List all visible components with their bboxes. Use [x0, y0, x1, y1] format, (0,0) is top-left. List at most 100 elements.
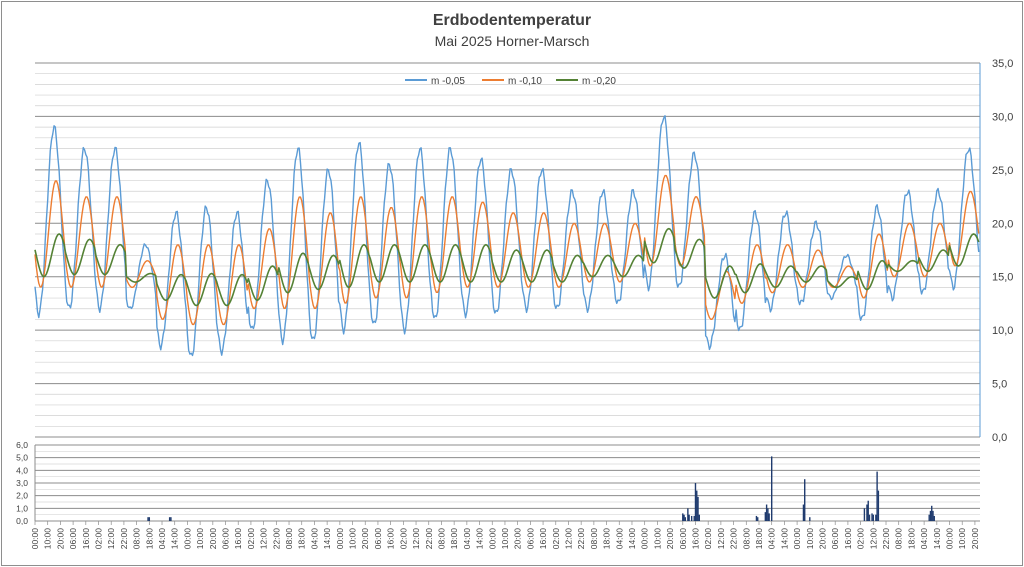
x-tick-label: 20:00 — [513, 528, 523, 550]
x-tick-label: 18:00 — [144, 528, 154, 550]
x-tick-label: 14:00 — [627, 528, 637, 550]
legend: m -0,05 m -0,10 m -0,20 — [405, 76, 616, 87]
x-tick-label: 06:00 — [68, 528, 78, 550]
x-tick-label: 02:00 — [94, 528, 104, 550]
x-tick-label: 08:00 — [741, 528, 751, 550]
x-tick-label: 16:00 — [690, 528, 700, 550]
lower-y-tick-label: 3,0 — [16, 478, 28, 488]
lower-y-tick-label: 5,0 — [16, 453, 28, 463]
x-tick-label: 04:00 — [767, 528, 777, 550]
x-tick-label: 02:00 — [551, 528, 561, 550]
x-tick-label: 14:00 — [170, 528, 180, 550]
x-tick-label: 06:00 — [221, 528, 231, 550]
x-tick-label: 08:00 — [132, 528, 142, 550]
x-tick-label: 22:00 — [271, 528, 281, 550]
series-line-m-0-20 — [34, 227, 980, 307]
precip-bar — [148, 517, 151, 521]
upper-y-tick-label: 25,0 — [992, 165, 1013, 177]
x-tick-label: 00:00 — [487, 528, 497, 550]
lower-y-tick-label: 1,0 — [16, 503, 28, 513]
x-tick-label: 12:00 — [259, 528, 269, 550]
x-tick-label: 06:00 — [830, 528, 840, 550]
precip-bar — [866, 504, 868, 521]
precip-bar — [768, 513, 770, 521]
legend-label: m -0,10 — [508, 76, 542, 87]
upper-y-tick-label: 30,0 — [992, 111, 1013, 123]
precip-bar — [931, 505, 933, 521]
x-tick-label: 04:00 — [919, 528, 929, 550]
precip-bar — [933, 515, 935, 521]
precip-bar — [802, 504, 805, 521]
x-tick-label: 02:00 — [703, 528, 713, 550]
x-tick-label: 20:00 — [208, 528, 218, 550]
series-line-m-0-10 — [34, 174, 980, 326]
x-tick-label: 14:00 — [932, 528, 942, 550]
upper-y-tick-label: 35,0 — [992, 58, 1013, 70]
x-tick-label: 14:00 — [322, 528, 332, 550]
x-tick-label: 00:00 — [182, 528, 192, 550]
precip-bar — [694, 483, 697, 521]
x-tick-label: 18:00 — [602, 528, 612, 550]
precip-bar — [698, 514, 700, 521]
upper-y-tick-label: 20,0 — [992, 218, 1013, 230]
precip-bar — [871, 513, 873, 521]
x-tick-label: 14:00 — [475, 528, 485, 550]
precip-bar — [696, 490, 698, 521]
upper-y-tick-label: 5,0 — [992, 379, 1007, 391]
x-tick-label: 08:00 — [894, 528, 904, 550]
x-tick-label: 02:00 — [398, 528, 408, 550]
precip-bar — [767, 508, 769, 521]
precip-bar — [928, 514, 930, 521]
precip-bar — [929, 510, 932, 521]
precip-bar — [687, 508, 689, 521]
x-tick-label: 12:00 — [563, 528, 573, 550]
lower-y-tick-label: 0,0 — [16, 516, 28, 526]
precip-bar — [764, 512, 767, 521]
x-tick-label: 10:00 — [500, 528, 510, 550]
x-tick-label: 10:00 — [652, 528, 662, 550]
x-tick-label: 02:00 — [246, 528, 256, 550]
precip-bar — [765, 504, 768, 521]
precip-bar — [170, 517, 172, 521]
precip-bar — [684, 517, 687, 521]
precip-bar — [932, 510, 934, 521]
x-tick-label: 14:00 — [779, 528, 789, 550]
x-tick-label: 20:00 — [970, 528, 980, 550]
x-tick-label: 18:00 — [297, 528, 307, 550]
x-tick-label: 16:00 — [233, 528, 243, 550]
x-tick-label: 20:00 — [360, 528, 370, 550]
x-tick-label: 12:00 — [411, 528, 421, 550]
x-tick-label: 08:00 — [284, 528, 294, 550]
x-tick-label: 22:00 — [881, 528, 891, 550]
precip-bar — [770, 456, 773, 521]
precip-bar — [863, 508, 866, 521]
precip-bar — [693, 515, 695, 521]
x-tick-label: 20:00 — [55, 528, 65, 550]
x-tick-label: 02:00 — [856, 528, 866, 550]
x-tick-label: 10:00 — [805, 528, 815, 550]
x-tick-label: 18:00 — [906, 528, 916, 550]
upper-y-tick-label: 10,0 — [992, 325, 1013, 337]
precip-bar — [877, 490, 880, 521]
lower-bars — [147, 456, 935, 521]
precip-bar — [872, 514, 875, 521]
x-tick-label: 12:00 — [868, 528, 878, 550]
x-tick-label: 20:00 — [818, 528, 828, 550]
x-tick-label: 08:00 — [589, 528, 599, 550]
x-tick-label: 22:00 — [576, 528, 586, 550]
precip-bar — [757, 517, 759, 521]
x-tick-label: 04:00 — [309, 528, 319, 550]
precip-bar — [688, 514, 690, 521]
x-tick-label: 04:00 — [462, 528, 472, 550]
x-tick-label: 22:00 — [119, 528, 129, 550]
x-tick-label: 12:00 — [716, 528, 726, 550]
precip-bar — [147, 517, 149, 521]
lower-y-tick-label: 4,0 — [16, 465, 28, 475]
x-tick-label: 16:00 — [538, 528, 548, 550]
precip-bar — [867, 500, 869, 521]
precip-bar — [868, 514, 871, 521]
x-tick-label: 08:00 — [436, 528, 446, 550]
precip-bar — [168, 517, 171, 521]
x-tick-label: 04:00 — [157, 528, 167, 550]
x-tick-label: 00:00 — [30, 528, 40, 550]
